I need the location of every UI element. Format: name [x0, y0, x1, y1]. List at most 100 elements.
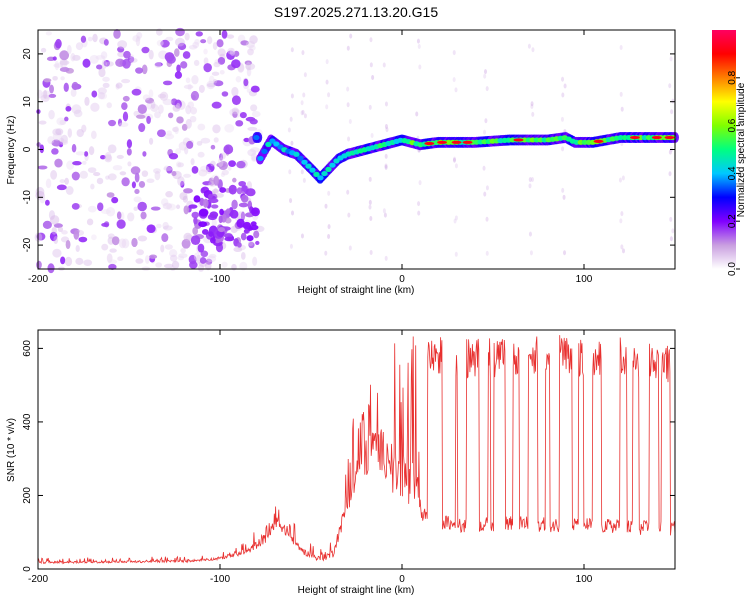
spectrogram-cell	[177, 176, 185, 187]
spectrogram-cell	[485, 86, 489, 92]
spectrogram-cell	[50, 170, 58, 180]
spectrogram-cell	[49, 215, 60, 225]
spectrogram-xtick-label: -200	[28, 274, 48, 285]
spectrogram-cell	[40, 94, 50, 102]
spectrogram-cell	[59, 50, 70, 61]
spectrogram-cell	[162, 221, 169, 230]
spectrogram-cell	[484, 118, 488, 124]
spectrogram-cell	[170, 254, 178, 262]
spectrogram-cell	[265, 141, 272, 148]
spectrogram-cell	[239, 112, 247, 119]
spectrogram-cell	[451, 140, 462, 144]
spectrogram-cell	[561, 92, 565, 98]
spectrogram-cell	[216, 162, 226, 168]
spectrogram-cell	[297, 155, 304, 161]
spectrogram-cell	[418, 64, 422, 70]
spectrogram-cell	[45, 178, 52, 189]
spectrogram-cell	[60, 134, 68, 144]
spectrogram-cell	[417, 44, 421, 50]
spectrogram-cell	[247, 48, 254, 56]
spectrogram-cell	[231, 199, 238, 210]
spectrogram-cell	[185, 104, 192, 115]
spectrogram-cell	[417, 201, 421, 207]
spectrogram-cell	[111, 236, 120, 246]
spectrogram-cell	[154, 111, 161, 119]
spectrogram-cell	[303, 72, 307, 78]
spectrogram-cell	[227, 166, 232, 171]
spectrogram-cell	[99, 92, 108, 100]
spectrogram-cell	[370, 133, 374, 139]
spectrogram-cell	[166, 130, 172, 136]
spectrogram-cell	[51, 226, 57, 235]
colorbar: 0.0 0.2 0.4 0.6 0.8 Normalized spectral ampl…	[712, 30, 747, 276]
spectrogram-cell	[175, 148, 182, 155]
spectrogram-cell	[219, 208, 224, 216]
spectrogram-cell	[101, 59, 107, 70]
spectrogram-cell	[138, 180, 146, 188]
spectrogram-cell	[206, 83, 216, 88]
spectrogram-cell	[324, 250, 328, 256]
spectrogram-cell	[371, 74, 375, 80]
spectrogram-cell	[52, 128, 62, 136]
spectrogram-cell	[71, 104, 82, 115]
spectrogram-xtick-label: -100	[210, 274, 230, 285]
spectrogram-cell	[452, 50, 456, 56]
spectrogram-cell	[454, 215, 458, 221]
snr-frame	[37, 329, 676, 570]
spectrogram-cell	[249, 224, 259, 231]
spectrogram-cell	[620, 106, 624, 112]
spectrogram-cell	[250, 104, 258, 112]
spectrogram-cell	[424, 141, 435, 146]
spectrogram-cell	[127, 161, 132, 167]
spectrogram-cell	[226, 50, 236, 60]
spectrogram-cell	[196, 140, 203, 146]
spectrogram-cell	[65, 239, 71, 250]
spectrogram-cell	[73, 109, 83, 118]
spectrogram-cell	[236, 211, 246, 220]
spectrogram-cell	[160, 198, 169, 206]
spectrogram-cell	[327, 224, 331, 230]
spectrogram-cell	[246, 181, 253, 190]
spectrogram-cell	[668, 149, 672, 155]
spectrogram-cell	[118, 122, 129, 128]
spectrogram-cell	[200, 137, 211, 144]
spectrogram-cell	[242, 221, 252, 230]
spectrogram-cell	[211, 71, 220, 76]
spectrogram-cell	[191, 211, 200, 219]
spectrogram-cell	[209, 237, 216, 244]
spectrogram-cell	[289, 116, 293, 122]
spectrogram-cell	[248, 241, 255, 249]
spectrogram-cell	[253, 230, 260, 239]
spectrogram-cell	[187, 83, 192, 91]
spectrogram-cell	[225, 208, 231, 215]
spectrogram-cell	[81, 160, 87, 165]
spectrogram-cell	[325, 79, 329, 85]
spectrogram-cell	[291, 210, 295, 216]
snr-series-line	[37, 335, 676, 565]
spectrogram-cell	[155, 262, 163, 268]
spectrogram-cell	[327, 190, 331, 196]
spectrogram-cell	[48, 93, 57, 98]
spectrogram-cell	[107, 173, 117, 181]
spectrogram-cell	[75, 257, 84, 265]
spectrogram-cell	[159, 91, 169, 101]
spectrogram-cell	[187, 101, 195, 109]
colorbar-tick-label: 0.2	[727, 214, 738, 228]
spectrogram-cell	[669, 216, 673, 222]
spectrogram-cell	[235, 76, 242, 83]
spectrogram-cell	[67, 128, 73, 138]
spectrogram-cell	[138, 123, 146, 133]
spectrogram-cell	[150, 100, 156, 109]
spectrogram-cell	[42, 220, 52, 229]
spectrogram-cell	[368, 104, 372, 110]
spectrogram-cell	[91, 90, 98, 98]
spectrogram-xtick-label: 100	[576, 274, 593, 285]
spectrogram-cell	[51, 148, 59, 155]
spectrogram-cell	[303, 113, 307, 119]
spectrogram-cell	[349, 33, 353, 39]
spectrogram-cell	[163, 263, 174, 269]
spectrogram-cell	[164, 244, 173, 250]
spectrogram-cell	[103, 59, 111, 67]
spectrogram-cell	[122, 111, 129, 122]
spectrogram-cell	[247, 148, 257, 157]
